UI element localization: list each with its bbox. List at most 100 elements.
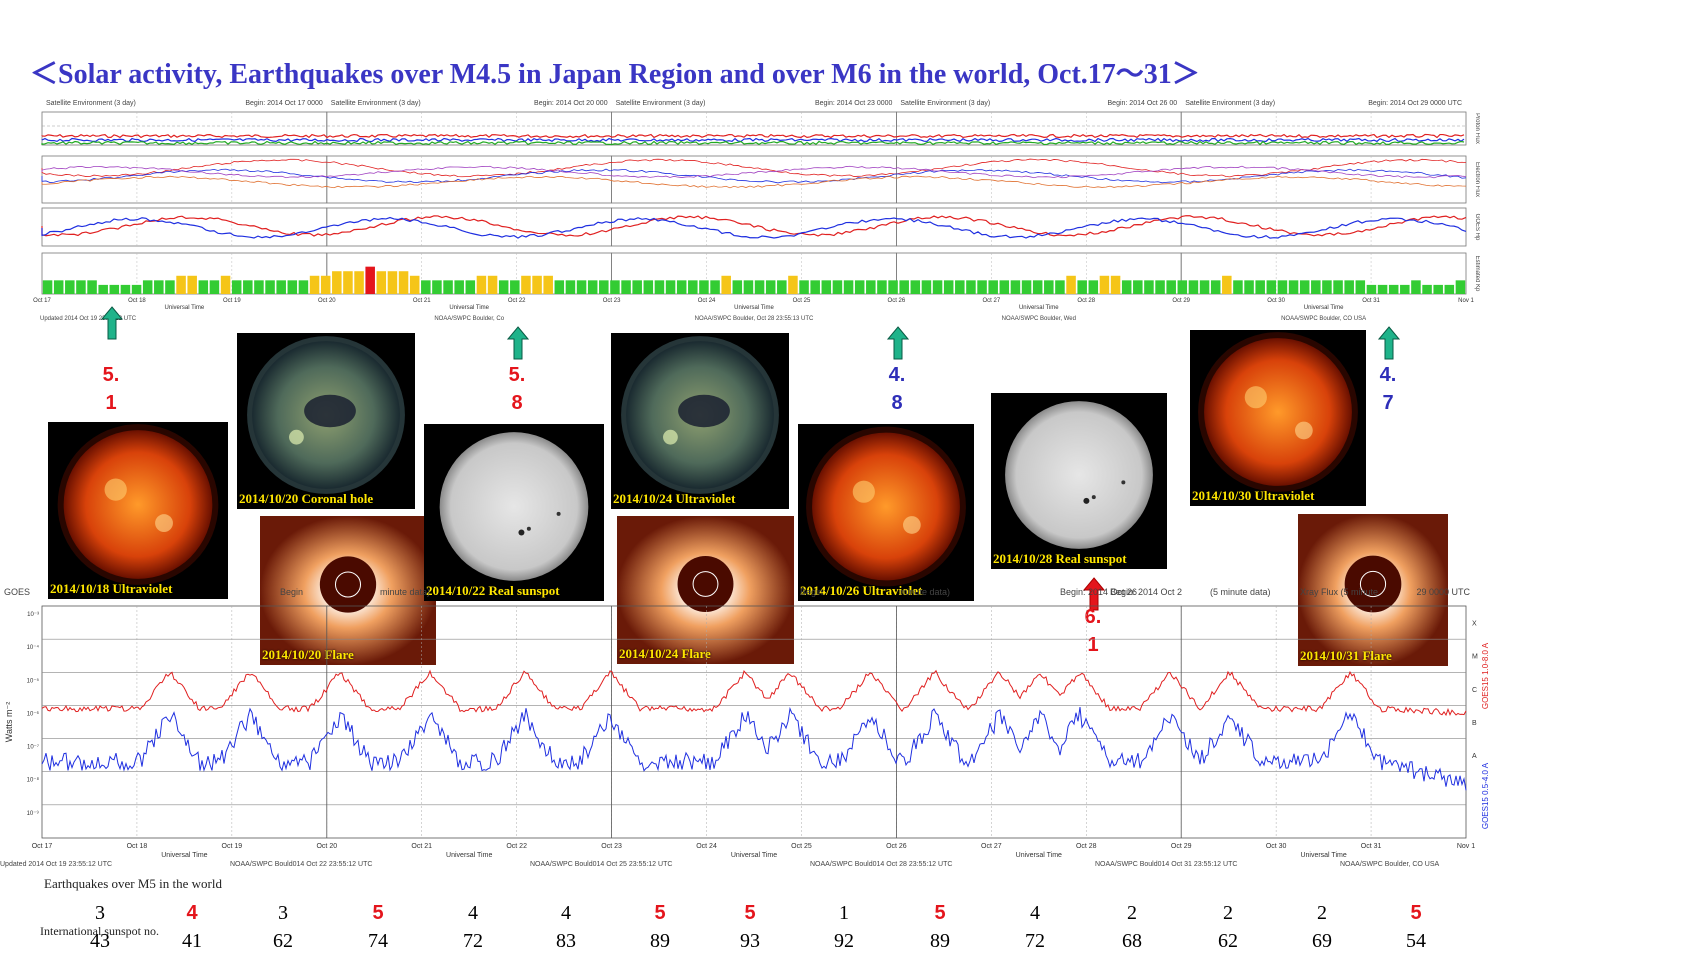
kp-bar bbox=[109, 284, 120, 294]
x-tick-label: Oct 17 bbox=[33, 298, 51, 304]
kp-bar bbox=[565, 280, 576, 294]
kp-bar bbox=[510, 280, 520, 294]
magnitude-decimal: 1 bbox=[105, 392, 117, 414]
kp-bar bbox=[1166, 280, 1176, 294]
kp-bar bbox=[921, 280, 932, 294]
magnitude-integer: 4. bbox=[888, 364, 906, 386]
earthquake-count: 4 bbox=[186, 902, 198, 924]
xray-header: minute data) bbox=[900, 587, 950, 597]
sunspot-number: 89 bbox=[650, 930, 670, 952]
x-tick-label: Oct 30 bbox=[1266, 843, 1287, 850]
panel-frame bbox=[41, 207, 328, 247]
kp-bar bbox=[599, 280, 609, 294]
kp-bar bbox=[165, 280, 175, 294]
kp-bar bbox=[843, 280, 854, 294]
axis-label: Universal Time bbox=[1016, 852, 1062, 859]
kp-bar bbox=[1088, 280, 1099, 294]
kp-bar bbox=[1255, 280, 1265, 294]
xray-header: 29 0000 UTC bbox=[1416, 587, 1470, 597]
kp-bar bbox=[376, 271, 387, 294]
x-tick-label: Oct 25 bbox=[793, 298, 811, 304]
kp-bar bbox=[1244, 280, 1254, 294]
kp-bar bbox=[1044, 280, 1054, 294]
footer-text: Updated 2014 Oct 19 23:55:12 UTC bbox=[0, 861, 112, 868]
footer-text: NOAA/SWPC Boulder, CO USA bbox=[1281, 316, 1366, 322]
kp-bar bbox=[1311, 280, 1321, 294]
panel-header: Begin: 2014 Oct 17 0000 bbox=[245, 100, 323, 107]
side-label: Proton Flux bbox=[1474, 113, 1480, 144]
satellite-environment-chart: Satellite Environment (3 day) Begin: 2014… bbox=[33, 100, 1480, 322]
x-tick-label: Oct 25 bbox=[791, 843, 812, 850]
kp-bar bbox=[1266, 280, 1277, 294]
sunspot-number: 68 bbox=[1122, 930, 1142, 952]
axis-label: Universal Time bbox=[734, 305, 774, 311]
kp-bar bbox=[777, 280, 787, 294]
solar-image: 2014/10/20 Coronal hole bbox=[237, 333, 415, 509]
xray-flux-chart: GOES Begin minute data) Begin: minute data) B… bbox=[0, 587, 1490, 868]
x-tick-label: Oct 30 bbox=[1267, 298, 1285, 304]
sunspot-number: 41 bbox=[182, 930, 202, 952]
sun-graphic bbox=[806, 426, 966, 587]
kp-bar bbox=[409, 275, 420, 294]
kp-bar bbox=[1333, 280, 1343, 294]
axis-label: Universal Time bbox=[161, 852, 207, 859]
y-tick-label: 10⁻⁵ bbox=[27, 677, 40, 684]
panel-header: Begin: 2014 Oct 29 0000 UTC bbox=[1368, 100, 1462, 107]
magnitude-integer: 4. bbox=[1379, 364, 1397, 386]
kp-bar bbox=[120, 284, 131, 294]
kp-bar bbox=[1344, 280, 1354, 294]
kp-bar bbox=[142, 280, 153, 294]
x-tick-label: Oct 28 bbox=[1077, 298, 1095, 304]
footer-text: NOAA/SWPC Bould014 Oct 28 23:55:12 UTC bbox=[810, 861, 952, 868]
kp-bar bbox=[332, 271, 342, 294]
right-label-short: GOES15 0.5-4.0 A bbox=[1481, 762, 1490, 829]
panel-frame bbox=[611, 252, 897, 295]
sunspot-number: 62 bbox=[1218, 930, 1238, 952]
sun-graphic bbox=[439, 432, 589, 581]
kp-bar bbox=[610, 280, 620, 294]
kp-bar bbox=[732, 280, 743, 294]
sun-graphic bbox=[260, 516, 436, 665]
image-caption: 2014/10/31 Flare bbox=[1300, 648, 1392, 663]
kp-bar bbox=[1233, 280, 1243, 294]
earthquake-count: 5 bbox=[934, 902, 946, 924]
y-tick-label: 10⁻⁹ bbox=[27, 810, 40, 817]
side-label: Electron Flux bbox=[1474, 162, 1480, 197]
xray-header: (5 minute data) bbox=[1210, 587, 1271, 597]
footer-text: NOAA/SWPC Boulder, CO USA bbox=[1340, 861, 1440, 868]
kp-bar bbox=[254, 280, 264, 294]
kp-bar bbox=[554, 280, 565, 294]
footer-text: NOAA/SWPC Bould014 Oct 31 23:55:12 UTC bbox=[1095, 861, 1237, 868]
kp-bar bbox=[1366, 284, 1377, 294]
kp-bar bbox=[443, 280, 453, 294]
solar-image: 2014/10/20 Flare bbox=[260, 516, 436, 665]
hp-line bbox=[41, 215, 1467, 237]
kp-bar bbox=[1110, 275, 1121, 294]
kp-bar bbox=[799, 280, 809, 294]
axis-label: Universal Time bbox=[449, 305, 489, 311]
earthquake-count: 4 bbox=[468, 902, 478, 924]
xray-header: Begin: bbox=[800, 587, 826, 597]
y-tick-label: 10⁻⁷ bbox=[27, 744, 39, 751]
magnitude-decimal: 8 bbox=[891, 392, 903, 414]
xray-frame bbox=[41, 605, 1467, 839]
sunspot-number: 83 bbox=[556, 930, 576, 952]
event-arrow-icon bbox=[1083, 577, 1105, 611]
kp-bar bbox=[854, 280, 865, 294]
panel-frame bbox=[1180, 207, 1467, 247]
image-caption: 2014/10/30 Ultraviolet bbox=[1192, 488, 1315, 503]
kp-bar bbox=[1388, 284, 1399, 294]
image-caption: 2014/10/22 Real sunspot bbox=[426, 583, 560, 598]
kp-bar bbox=[1288, 280, 1299, 294]
kp-bar bbox=[487, 275, 498, 294]
earthquake-count: 3 bbox=[278, 902, 288, 924]
sun-graphic bbox=[247, 336, 405, 494]
earthquake-count: 4 bbox=[561, 902, 571, 924]
xray-header: Begin bbox=[280, 587, 303, 597]
kp-bar bbox=[454, 280, 464, 294]
panel-header: Satellite Environment (3 day) bbox=[900, 100, 990, 107]
x-tick-label: Oct 27 bbox=[981, 843, 1002, 850]
kp-bar bbox=[899, 280, 909, 294]
kp-bar bbox=[643, 280, 654, 294]
kp-bar bbox=[877, 280, 887, 294]
